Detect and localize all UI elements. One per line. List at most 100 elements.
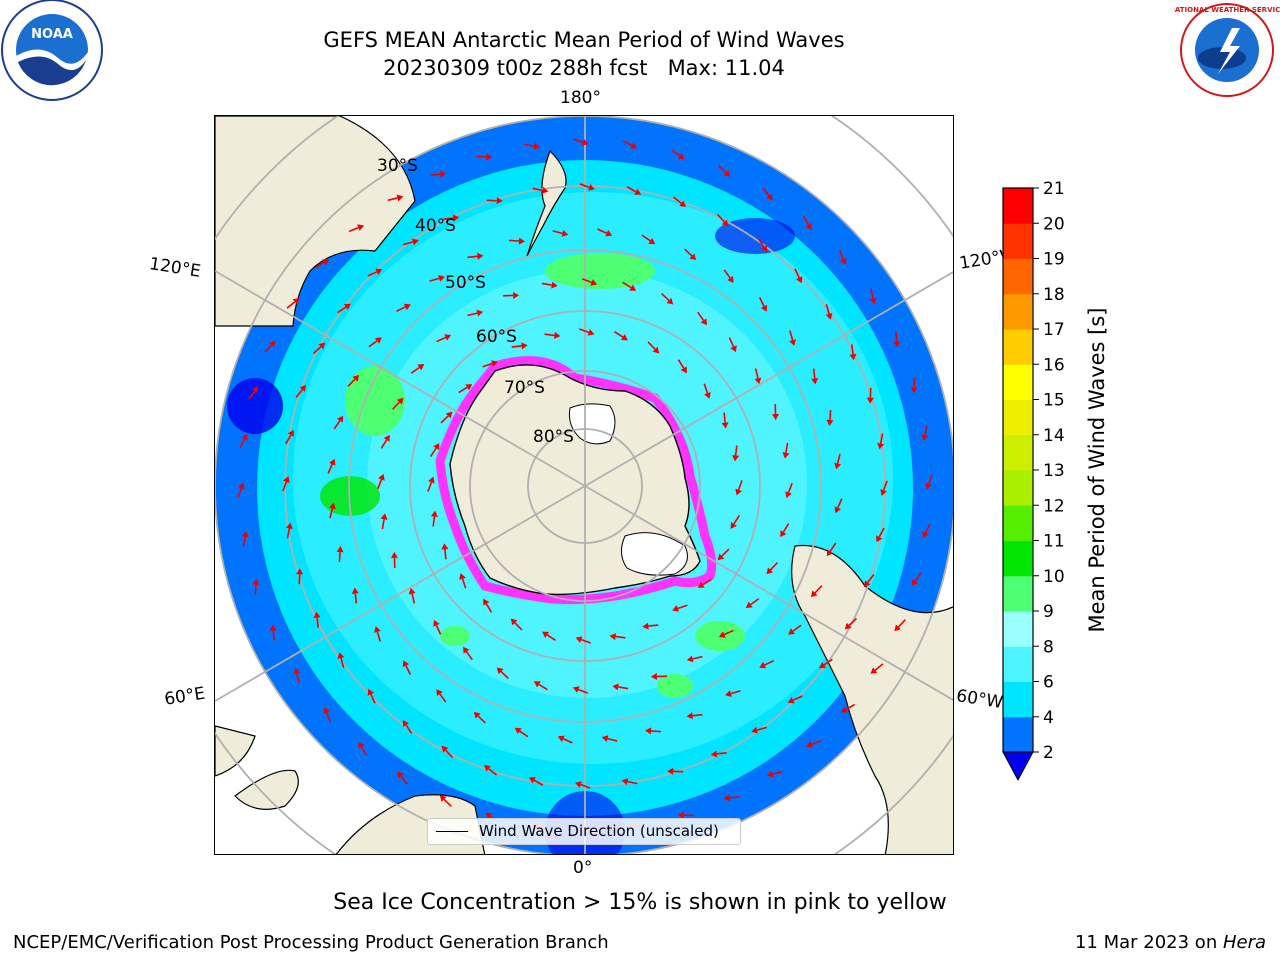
wind-arrow	[367, 688, 376, 704]
wind-arrow	[572, 686, 589, 694]
wind-arrow	[544, 331, 561, 339]
wind-arrow	[269, 624, 277, 641]
wind-arrow	[436, 334, 452, 343]
wind-arrow	[511, 342, 528, 350]
wind-arrow	[483, 765, 498, 776]
wind-arrow	[264, 340, 276, 353]
wind-arrow	[716, 213, 729, 227]
wind-arrow	[826, 542, 837, 557]
colorbar-tick-label: 16	[1043, 355, 1065, 375]
colorbar-bin	[1003, 681, 1033, 718]
chart-subtitle: 20230309 t00z 288h fcst Max: 11.04	[383, 56, 785, 80]
wind-arrow	[351, 587, 359, 604]
colorbar-ticks: 2 4 6 8 9 10 11 12 13 14 15 16 17 18 19 20 21	[1033, 180, 1065, 763]
wind-arrow	[866, 387, 874, 404]
wind-arrow	[672, 196, 687, 207]
colorbar-tick-label: 12	[1043, 496, 1065, 516]
wave-period-patch	[657, 674, 693, 698]
wind-arrow	[483, 598, 493, 613]
wind-arrow	[772, 404, 780, 421]
wind-arrow	[337, 303, 351, 314]
wind-arrow	[367, 268, 383, 277]
wave-period-patch	[440, 626, 470, 646]
wind-arrow	[910, 377, 918, 394]
wind-arrow	[825, 304, 833, 320]
colorbar-tick-label: 17	[1043, 320, 1065, 340]
legend-label: Wind Wave Direction (unscaled)	[479, 822, 719, 840]
wind-arrow	[723, 794, 740, 802]
wind-arrow	[718, 629, 734, 638]
legend-line-swatch	[436, 831, 468, 832]
lon-label-60e: 60°E	[163, 683, 207, 710]
wind-arrow	[788, 624, 802, 635]
wave-period-patch	[345, 366, 405, 436]
wind-arrow	[811, 368, 819, 385]
wind-arrow	[237, 482, 245, 498]
colorbar-bin	[1003, 399, 1033, 436]
wind-arrow	[427, 476, 435, 492]
wind-arrow	[441, 745, 454, 759]
ocean-deep-patch	[227, 378, 283, 434]
wind-arrow	[838, 249, 847, 265]
land-australia	[215, 116, 416, 327]
wind-arrow	[894, 619, 906, 632]
wind-arrow	[626, 186, 642, 195]
wind-arrow	[921, 425, 929, 442]
wind-arrow	[834, 453, 842, 470]
wind-arrow	[327, 458, 336, 474]
wind-arrow	[441, 543, 449, 560]
lat-label-60s: 60°S	[476, 327, 517, 347]
wind-arrow	[645, 727, 662, 735]
colorbar-bin	[1003, 364, 1033, 400]
wind-arrow	[840, 703, 856, 713]
wind-arrow	[295, 384, 306, 399]
colorbar-tick-label: 10	[1043, 567, 1065, 587]
wind-arrow	[697, 578, 712, 588]
wind-arrow	[402, 660, 412, 675]
wind-arrow	[336, 546, 344, 563]
colorbar-tick-label: 21	[1043, 180, 1065, 199]
wind-arrow	[703, 383, 711, 399]
wind-arrow	[922, 523, 931, 539]
wind-arrow	[810, 585, 823, 598]
lat-label-50s: 50°S	[445, 273, 486, 293]
wind-arrow	[430, 510, 438, 527]
colorbar-tick-label: 13	[1043, 461, 1065, 481]
wind-arrow	[557, 735, 573, 744]
wind-arrow	[314, 259, 330, 269]
nws-logo: NATIONAL WEATHER SERVICE	[1174, 3, 1280, 97]
wind-arrow	[581, 278, 598, 286]
wind-arrow	[403, 238, 419, 246]
footer-branch: NCEP/EMC/Verification Post Processing Pr…	[13, 932, 609, 953]
colorbar-tick-label: 4	[1043, 708, 1054, 728]
wind-arrow	[601, 735, 618, 743]
lat-label-80s: 80°S	[533, 427, 574, 447]
wind-arrow	[864, 573, 875, 588]
wind-arrow	[780, 523, 790, 538]
wind-arrow	[380, 513, 388, 530]
land-madagascar	[234, 769, 299, 810]
wind-arrow	[650, 673, 667, 681]
wind-arrow	[642, 622, 659, 630]
wind-arrow	[647, 341, 660, 354]
wind-arrow	[766, 562, 778, 575]
wind-arrow	[528, 777, 544, 786]
colorbar-bin	[1003, 434, 1033, 471]
wind-arrow	[911, 572, 922, 586]
wind-arrow	[542, 631, 556, 642]
wind-arrow	[252, 578, 260, 595]
wind-arrow	[686, 655, 703, 663]
colorbar-tick-label: 8	[1043, 637, 1054, 657]
wind-arrow	[661, 293, 674, 305]
colorbar-under-triangle	[1002, 751, 1034, 782]
wind-arrow	[473, 711, 486, 724]
colorbar-bins	[1003, 188, 1033, 753]
wind-arrow	[503, 291, 520, 299]
wind-arrow	[396, 303, 411, 313]
wind-arrow	[312, 342, 326, 355]
wind-arrow	[622, 281, 637, 291]
wind-arrow	[730, 515, 741, 529]
wind-arrow	[844, 617, 858, 630]
wind-arrow	[579, 328, 595, 336]
sea-ice-note: Sea Ice Concentration > 15% is shown in …	[333, 890, 947, 915]
